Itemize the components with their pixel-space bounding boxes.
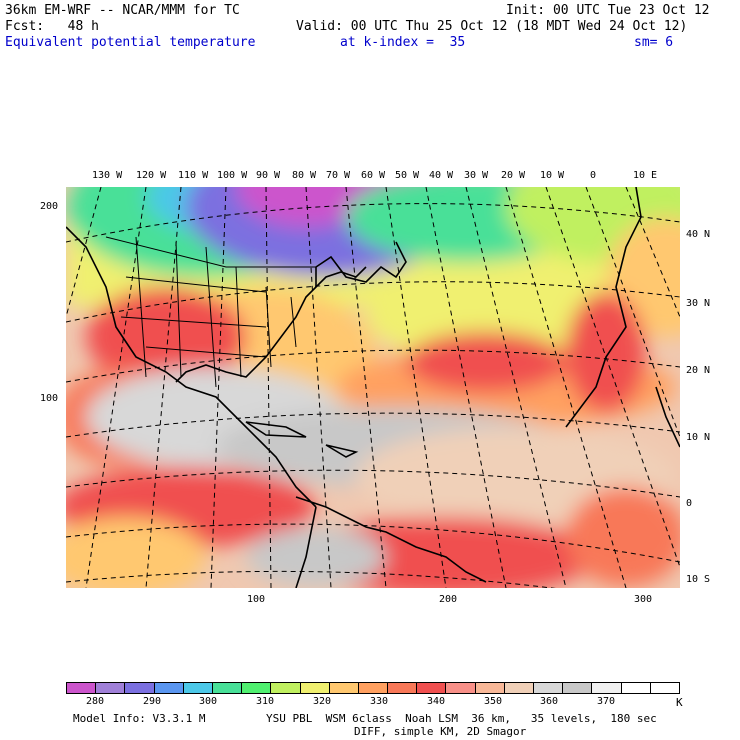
colorbar-unit: K [676,696,683,709]
colorbar-swatch [358,683,389,693]
grid-x-label: 200 [439,594,458,605]
colorbar-swatch [96,683,126,693]
lon-label: 130 W [92,170,123,181]
grid-y-label: 200 [40,201,59,212]
colorbar-swatch [125,683,155,693]
colorbar-label: 350 [484,696,503,707]
colorbar-swatch [621,683,651,693]
model-title: 36km EM-WRF -- NCAR/MMM for TC [5,3,240,18]
grid-x-label: 300 [634,594,653,605]
colorbar-swatch [417,683,447,693]
colorbar-label: 290 [143,696,162,707]
colorbar-label: 360 [540,696,559,707]
theta-e-map [66,187,680,588]
lat-label: 20 N [686,365,711,376]
level-label: at k-index = 35 [340,35,466,50]
lat-label: 10 N [686,432,711,443]
forecast-hour: Fcst: 48 h [5,19,99,34]
lon-label: 90 W [256,170,281,181]
lat-label: 30 N [686,298,711,309]
colorbar-swatch [154,683,184,693]
colorbar-label: 310 [256,696,275,707]
colorbar-swatch [563,683,593,693]
colorbar-swatch [212,683,243,693]
colorbar-label: 340 [427,696,446,707]
colorbar-swatch [300,683,330,693]
colorbar-swatch [329,683,359,693]
colorbar-swatch [183,683,213,693]
valid-time: Valid: 00 UTC Thu 25 Oct 12 (18 MDT Wed … [296,19,688,34]
colorbar-swatch [475,683,505,693]
lon-label: 110 W [178,170,209,181]
lat-label: 10 S [686,574,711,585]
field-name: Equivalent potential temperature [5,35,256,50]
lon-label: 10 W [540,170,565,181]
diffusion-info: DIFF, simple KM, 2D Smagor [354,725,527,738]
lon-label: 10 E [633,170,658,181]
lon-label: 120 W [136,170,167,181]
colorbar-swatch [650,683,679,693]
colorbar-swatch [504,683,534,693]
lon-label: 50 W [395,170,420,181]
colorbar [66,682,680,694]
colorbar-label: 300 [199,696,218,707]
physics-info: YSU PBL WSM 6class Noah LSM 36 km, 35 le… [266,712,657,725]
lon-label: 0 [590,170,597,181]
colorbar-swatch [271,683,301,693]
lon-label: 60 W [361,170,386,181]
lon-label: 70 W [326,170,351,181]
init-time: Init: 00 UTC Tue 23 Oct 12 [506,3,710,18]
colorbar-label: 370 [597,696,616,707]
lat-label: 40 N [686,229,711,240]
colorbar-swatch [242,683,272,693]
smooth-label: sm= 6 [634,35,674,50]
colorbar-swatch [388,683,418,693]
model-info: Model Info: V3.3.1 M [73,712,206,725]
grid-y-label: 100 [40,393,59,404]
lon-label: 30 W [464,170,489,181]
lon-label: 20 W [501,170,526,181]
lat-label: 0 [686,498,693,509]
map-panel [66,187,680,588]
lon-label: 40 W [429,170,454,181]
colorbar-swatch [592,683,622,693]
colorbar-label: 330 [370,696,389,707]
colorbar-swatch [534,683,564,693]
colorbar-label: 280 [86,696,105,707]
lon-label: 100 W [217,170,248,181]
colorbar-swatch [67,683,97,693]
grid-x-label: 100 [247,594,266,605]
colorbar-label: 320 [313,696,332,707]
lon-label: 80 W [292,170,317,181]
colorbar-swatch [446,683,476,693]
